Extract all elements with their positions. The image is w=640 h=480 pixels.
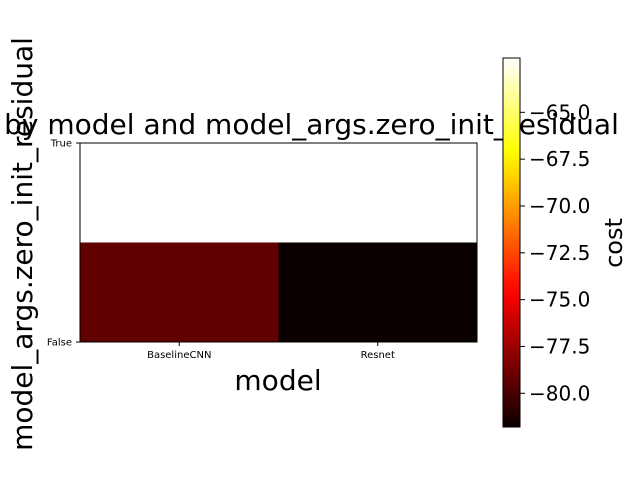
colorbar-frame <box>502 57 521 428</box>
heatmap-cell <box>80 143 279 243</box>
colorbar-tick-label: −65.0 <box>529 100 590 124</box>
y-tick-label: False <box>47 338 72 349</box>
heatmap-cell <box>278 242 478 343</box>
colorbar-ticks: −65.0 −67.5 −70.0 −72.5 −75.0 −77.5 −80.0 <box>520 100 590 405</box>
heatmap-cell <box>278 143 478 243</box>
colorbar-gradient <box>503 58 520 427</box>
x-tick-label: BaselineCNN <box>147 350 211 361</box>
x-tick-label: Resnet <box>361 350 395 361</box>
colorbar-tick-label: −67.5 <box>529 147 590 171</box>
y-tick-label: True <box>50 139 72 150</box>
colorbar-tick-label: −80.0 <box>529 381 590 405</box>
y-axis-label: model_args.zero_init_residual <box>6 37 39 451</box>
chart-title: cost by model and model_args.zero_init_r… <box>0 108 619 141</box>
y-ticks: True False <box>47 139 80 349</box>
heatmap-cells <box>80 143 478 343</box>
x-axis-label: model <box>234 364 321 397</box>
colorbar-tick-label: −72.5 <box>529 241 590 265</box>
heatmap-cell <box>80 242 279 343</box>
colorbar-tick-label: −77.5 <box>529 334 590 358</box>
colorbar-tick-label: −75.0 <box>529 288 590 312</box>
plot-frame <box>79 142 478 343</box>
colorbar-tick-label: −70.0 <box>529 194 590 218</box>
colorbar-label: cost <box>600 218 628 268</box>
x-ticks: BaselineCNN Resnet <box>147 342 395 361</box>
